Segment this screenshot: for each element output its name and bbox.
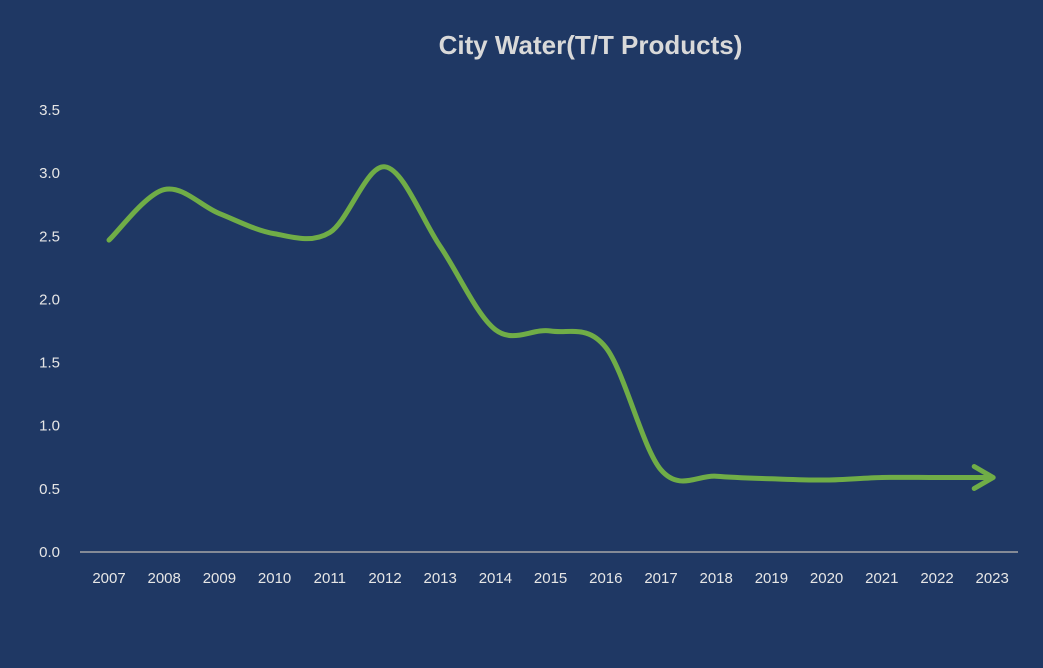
data-point [935, 475, 940, 480]
y-tick-label: 2.0 [39, 291, 60, 308]
x-tick-label: 2007 [92, 570, 125, 587]
data-point [990, 475, 995, 480]
data-point [493, 327, 498, 332]
x-tick-label: 2011 [314, 570, 346, 587]
y-tick-label: 0.5 [39, 481, 60, 498]
y-axis-ticks: 0.0 0.5 1.0 1.5 2.0 2.5 3.0 3.5 [39, 102, 60, 561]
data-point [824, 478, 829, 483]
x-tick-label: 2015 [534, 570, 567, 587]
x-axis-ticks: 2007 2008 2009 2010 2011 2012 2013 2014 2015 2016… [92, 570, 1009, 587]
chart-title: City Water(T/T Products) [438, 30, 743, 60]
data-point [438, 244, 443, 249]
data-point [879, 475, 884, 480]
x-tick-label: 2017 [644, 570, 677, 587]
series-arrowhead [971, 463, 996, 491]
data-point [769, 476, 774, 481]
x-tick-label: 2008 [148, 570, 181, 587]
data-point [659, 467, 664, 472]
data-point [107, 238, 112, 243]
y-tick-label: 1.0 [39, 418, 60, 435]
data-point [272, 231, 277, 236]
x-tick-label: 2022 [920, 570, 953, 587]
y-tick-label: 3.0 [39, 165, 60, 182]
x-tick-label: 2012 [368, 570, 401, 587]
series-layer [106, 164, 996, 491]
data-point [217, 211, 222, 216]
x-tick-label: 2018 [700, 570, 733, 587]
data-point [603, 345, 608, 350]
x-tick-label: 2021 [865, 570, 898, 587]
x-tick-label: 2014 [479, 570, 512, 587]
data-point [383, 164, 388, 169]
y-tick-label: 0.0 [39, 544, 60, 561]
x-tick-label: 2019 [755, 570, 788, 587]
data-point [162, 187, 167, 192]
y-tick-label: 1.5 [39, 355, 60, 372]
series-line [106, 164, 995, 484]
x-tick-label: 2023 [976, 570, 1009, 587]
x-tick-label: 2010 [258, 570, 291, 587]
y-tick-label: 3.5 [39, 102, 60, 119]
data-point [327, 230, 332, 235]
x-tick-label: 2020 [810, 570, 843, 587]
x-tick-label: 2009 [203, 570, 236, 587]
x-tick-label: 2016 [589, 570, 622, 587]
x-tick-label: 2013 [424, 570, 457, 587]
data-point [714, 474, 719, 479]
y-tick-label: 2.5 [39, 228, 60, 245]
data-point [548, 329, 553, 334]
